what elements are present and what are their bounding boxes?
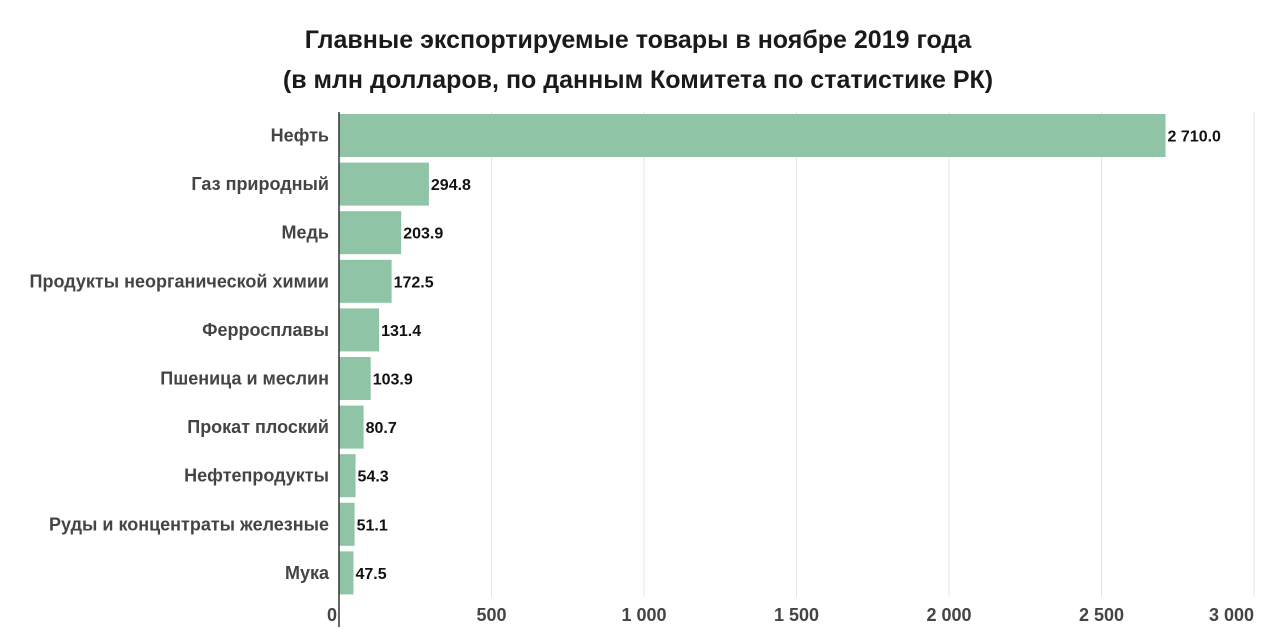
x-tick-label: 1 000: [621, 605, 666, 625]
x-tick-label: 1 500: [774, 605, 819, 625]
bar: [339, 502, 355, 546]
value-label: 131.4: [381, 323, 421, 340]
bar: [339, 114, 1166, 157]
bar: [339, 211, 402, 255]
chart-subtitle: (в млн долларов, по данным Комитета по с…: [282, 66, 994, 94]
bar: [339, 308, 380, 352]
value-label: 80.7: [366, 420, 397, 437]
category-label: Ферросплавы: [202, 320, 329, 340]
x-tick-label: 500: [476, 605, 506, 625]
bar: [339, 551, 354, 595]
category-label: Нефтепродукты: [184, 466, 329, 486]
bar: [339, 259, 392, 303]
value-label: 294.8: [431, 177, 471, 194]
x-tick-label: 2 500: [1079, 605, 1124, 625]
category-label: Прокат плоский: [187, 417, 329, 437]
category-label: Газ природный: [191, 174, 329, 194]
bar: [339, 454, 356, 498]
x-tick-label: 3 000: [1209, 605, 1254, 625]
category-label: Медь: [282, 223, 330, 243]
value-label: 172.5: [394, 274, 434, 291]
category-label: Пшеница и меслин: [160, 369, 329, 389]
value-label: 51.1: [357, 517, 388, 534]
value-label: 203.9: [403, 226, 443, 243]
chart-title: Главные экспортируемые товары в ноябре 2…: [304, 26, 972, 54]
x-tick-label: 2 000: [926, 605, 971, 625]
category-label: Продукты неорганической химии: [30, 271, 329, 291]
value-label: 2 710.0: [1168, 129, 1221, 146]
bar: [339, 162, 429, 206]
bar: [339, 357, 371, 400]
bar: [339, 405, 364, 449]
x-tick-label: 0: [327, 605, 337, 625]
category-label: Руды и концентраты железные: [49, 514, 329, 534]
category-label: Нефть: [271, 126, 329, 146]
value-label: 47.5: [355, 566, 386, 583]
value-label: 54.3: [358, 469, 389, 486]
category-label: Мука: [285, 563, 330, 583]
value-label: 103.9: [373, 372, 413, 389]
